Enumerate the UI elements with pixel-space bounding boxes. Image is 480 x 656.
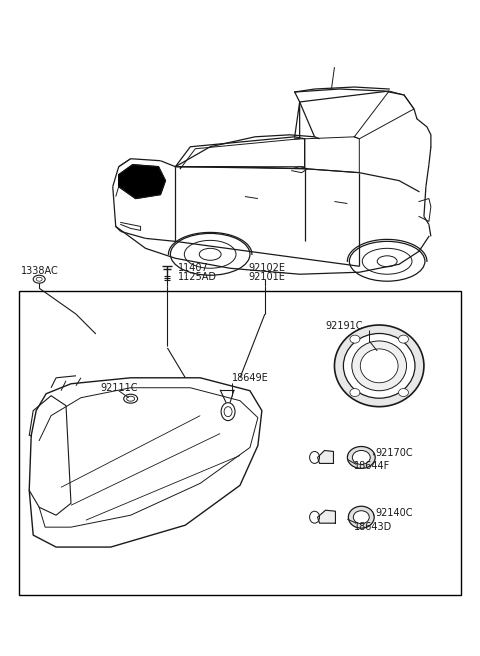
Ellipse shape <box>221 403 235 420</box>
Text: 18644F: 18644F <box>354 461 391 472</box>
Text: 92170C: 92170C <box>375 449 413 459</box>
Ellipse shape <box>398 388 408 396</box>
Text: 92111C: 92111C <box>101 382 138 393</box>
Ellipse shape <box>350 335 360 343</box>
Text: 92191C: 92191C <box>325 321 363 331</box>
Text: 11407: 11407 <box>179 263 209 274</box>
Ellipse shape <box>124 394 138 403</box>
Ellipse shape <box>343 333 415 398</box>
Text: 18649E: 18649E <box>232 373 269 383</box>
Ellipse shape <box>350 388 360 396</box>
Text: 18643D: 18643D <box>354 522 393 532</box>
Ellipse shape <box>335 325 424 407</box>
Polygon shape <box>318 451 334 463</box>
Ellipse shape <box>310 451 320 463</box>
Text: 92102E: 92102E <box>248 263 285 274</box>
Ellipse shape <box>348 506 374 528</box>
Text: 92140C: 92140C <box>375 508 413 518</box>
Ellipse shape <box>353 511 369 523</box>
Ellipse shape <box>398 335 408 343</box>
Text: 92101E: 92101E <box>248 272 285 282</box>
Text: 1338AC: 1338AC <box>21 266 59 276</box>
Ellipse shape <box>352 451 370 464</box>
Ellipse shape <box>310 511 320 523</box>
Polygon shape <box>318 510 336 523</box>
Text: 1125AD: 1125AD <box>179 272 217 282</box>
Polygon shape <box>119 165 166 199</box>
Ellipse shape <box>348 447 375 468</box>
Ellipse shape <box>360 349 398 382</box>
Bar <box>19 291 461 595</box>
Ellipse shape <box>352 341 407 391</box>
